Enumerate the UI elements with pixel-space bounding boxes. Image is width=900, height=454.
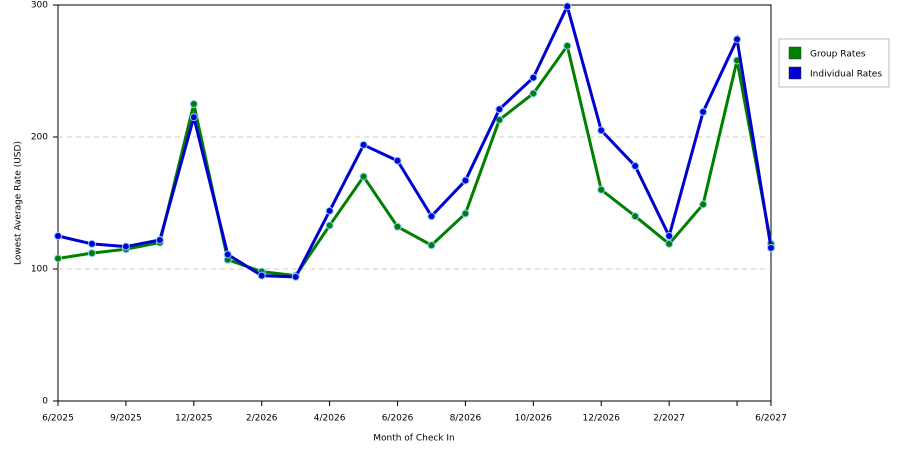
point xyxy=(461,209,470,218)
x-tick-label: 6/2027 xyxy=(755,414,787,424)
point xyxy=(54,232,62,240)
point xyxy=(121,242,130,251)
point xyxy=(563,2,572,11)
point xyxy=(291,272,300,281)
point xyxy=(54,254,62,263)
x-tick-label: 10/2026 xyxy=(515,414,553,424)
legend-swatch xyxy=(788,46,802,60)
point xyxy=(529,89,538,98)
x-tick-label: 2/2027 xyxy=(653,414,685,424)
point xyxy=(87,239,96,248)
y-tick-label: 0 xyxy=(42,397,48,407)
x-tick-label: 2/2026 xyxy=(246,414,278,424)
point xyxy=(359,140,368,149)
point xyxy=(325,206,334,215)
y-tick-label: 300 xyxy=(31,1,48,11)
point xyxy=(87,249,96,258)
legend-box xyxy=(778,38,890,88)
point xyxy=(427,212,436,221)
point xyxy=(189,113,198,122)
point xyxy=(223,250,232,259)
series-line xyxy=(57,42,773,278)
legend-swatch xyxy=(788,66,802,80)
y-axis-title: Lowest Average Rate (USD) xyxy=(14,141,24,265)
point xyxy=(427,241,436,250)
point xyxy=(325,221,334,230)
point xyxy=(665,232,674,240)
point xyxy=(597,185,606,194)
point xyxy=(699,200,708,209)
point xyxy=(767,243,775,252)
point xyxy=(665,239,674,248)
point xyxy=(563,41,572,50)
point xyxy=(495,105,504,114)
x-tick-label: 6/2025 xyxy=(42,414,74,424)
x-tick-label: 6/2026 xyxy=(382,414,414,424)
point xyxy=(631,162,640,171)
point xyxy=(733,35,742,44)
point xyxy=(461,176,470,185)
point xyxy=(393,156,402,165)
x-tick-label: 4/2026 xyxy=(314,414,346,424)
point xyxy=(597,126,606,135)
point xyxy=(631,212,640,221)
legend-label: Individual Rates xyxy=(810,70,882,80)
point xyxy=(189,100,198,108)
x-tick-label: 12/2025 xyxy=(175,414,212,424)
x-axis-title: Month of Check In xyxy=(373,434,455,444)
point xyxy=(155,235,164,244)
y-tick-label: 200 xyxy=(31,133,48,143)
x-tick-label: 12/2026 xyxy=(583,414,621,424)
legend-label: Group Rates xyxy=(810,50,866,60)
series-line xyxy=(57,2,773,279)
point xyxy=(699,107,708,116)
plot-frame xyxy=(57,4,772,402)
x-tick-label: 8/2026 xyxy=(450,414,482,424)
point xyxy=(359,172,368,181)
x-tick-label: 9/2025 xyxy=(110,414,142,424)
point xyxy=(529,73,538,82)
point xyxy=(393,222,402,231)
point xyxy=(257,271,266,280)
y-tick-label: 100 xyxy=(31,265,48,275)
